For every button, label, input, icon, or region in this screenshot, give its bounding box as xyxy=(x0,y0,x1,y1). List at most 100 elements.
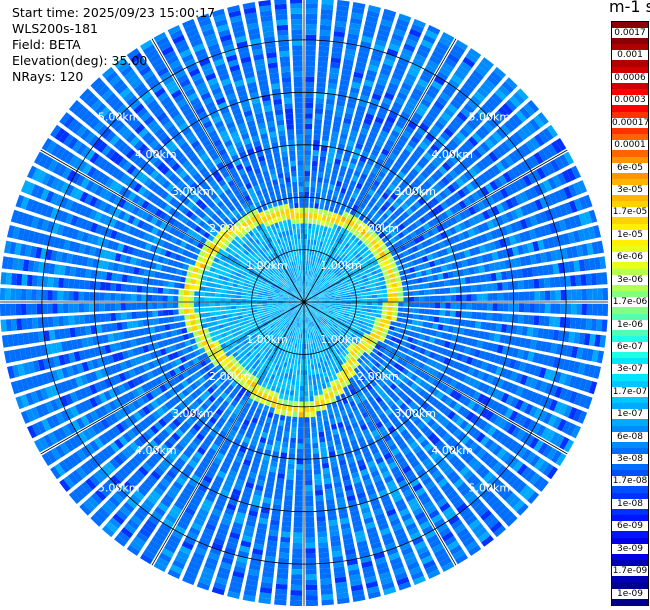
beta-gate xyxy=(503,303,509,312)
beta-gate xyxy=(224,421,233,429)
beta-gate xyxy=(406,371,414,379)
beta-gate xyxy=(286,384,291,390)
beta-gate xyxy=(487,293,493,301)
beta-gate xyxy=(406,216,414,225)
beta-gate xyxy=(458,394,467,404)
beta-gate xyxy=(396,438,405,447)
beta-gate xyxy=(223,551,235,560)
beta-gate xyxy=(222,512,233,521)
beta-gate xyxy=(463,490,475,501)
beta-gate xyxy=(327,287,333,292)
beta-gate xyxy=(380,244,388,251)
beta-gate xyxy=(327,262,332,268)
beta-gate xyxy=(483,263,491,273)
beta-gate xyxy=(431,344,439,352)
beta-gate xyxy=(529,215,538,227)
beta-gate xyxy=(364,575,377,584)
beta-gate xyxy=(174,525,186,535)
beta-gate xyxy=(497,282,503,291)
beta-gate xyxy=(416,353,424,361)
beta-gate xyxy=(279,308,285,312)
beta-gate xyxy=(305,8,318,14)
beta-gate xyxy=(448,400,458,409)
beta-gate xyxy=(350,234,357,241)
beta-gate xyxy=(379,336,386,342)
beta-gate xyxy=(414,228,422,236)
beta-gate xyxy=(378,183,387,192)
beta-gate xyxy=(81,361,90,372)
beta-gate xyxy=(136,375,145,385)
beta-gate xyxy=(376,268,383,274)
beta-gate xyxy=(254,451,263,459)
beta-gate xyxy=(305,480,313,486)
beta-gate xyxy=(397,345,405,352)
beta-gate xyxy=(332,235,337,242)
beta-gate xyxy=(554,276,561,288)
beta-gate xyxy=(308,380,313,386)
beta-gate xyxy=(305,71,315,77)
beta-gate xyxy=(74,403,84,415)
beta-gate xyxy=(316,187,322,194)
beta-gate xyxy=(435,401,444,410)
beta-gate xyxy=(347,384,354,391)
beta-gate xyxy=(175,358,183,366)
beta-gate xyxy=(324,307,330,310)
beta-gate xyxy=(438,557,452,568)
beta-gate xyxy=(517,245,525,255)
beta-gate xyxy=(318,56,329,63)
beta-gate xyxy=(79,401,89,413)
beta-gate xyxy=(390,336,397,342)
beta-gate xyxy=(227,416,236,425)
beta-gate xyxy=(261,337,267,343)
beta-gate xyxy=(316,324,320,330)
beta-gate xyxy=(292,332,296,338)
beta-gate xyxy=(394,175,403,184)
beta-gate xyxy=(536,424,547,437)
beta-gate xyxy=(247,345,254,351)
beta-gate xyxy=(219,466,229,474)
beta-gate xyxy=(383,338,390,345)
beta-gate xyxy=(602,303,608,317)
beta-gate xyxy=(392,307,399,312)
beta-gate xyxy=(75,376,84,387)
beta-gate xyxy=(304,412,310,418)
beta-gate xyxy=(410,222,418,230)
beta-gate xyxy=(408,195,417,204)
beta-gate xyxy=(491,428,501,440)
beta-gate xyxy=(454,318,461,326)
beta-gate xyxy=(386,252,393,259)
beta-gate xyxy=(307,287,311,293)
beta-gate xyxy=(333,406,339,414)
beta-gate xyxy=(434,295,441,302)
beta-gate xyxy=(354,199,361,207)
beta-gate xyxy=(419,216,427,225)
beta-gate xyxy=(296,327,299,333)
beta-gate xyxy=(128,368,136,378)
beta-gate xyxy=(465,311,472,319)
beta-gate xyxy=(250,321,256,326)
beta-gate xyxy=(230,365,237,372)
beta-gate xyxy=(305,495,314,502)
beta-gate xyxy=(223,380,230,388)
beta-gate xyxy=(414,251,422,259)
beta-gate xyxy=(32,360,41,373)
beta-gate xyxy=(524,157,535,170)
beta-gate xyxy=(405,556,418,566)
beta-gate xyxy=(470,179,480,190)
beta-gate xyxy=(498,85,511,97)
beta-gate xyxy=(359,259,366,265)
beta-gate xyxy=(161,458,172,469)
beta-gate xyxy=(347,213,354,220)
beta-gate xyxy=(549,316,556,327)
beta-gate xyxy=(399,352,407,359)
beta-gate xyxy=(385,319,391,325)
beta-gate xyxy=(51,370,60,382)
beta-gate xyxy=(427,109,439,119)
beta-gate xyxy=(315,500,325,507)
beta-gate xyxy=(359,202,367,210)
beta-gate xyxy=(296,305,301,310)
beta-gate xyxy=(148,515,160,526)
beta-gate xyxy=(353,259,359,265)
beta-gate xyxy=(160,478,171,488)
